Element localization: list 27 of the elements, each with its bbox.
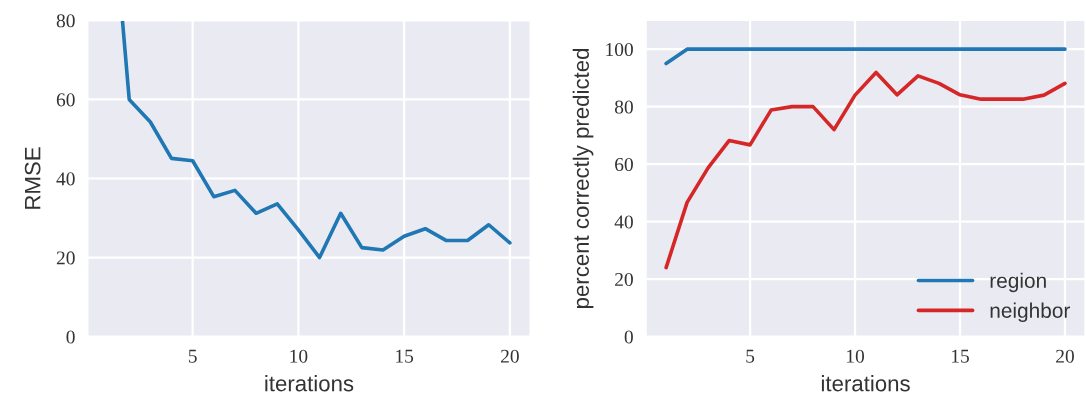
x-tick-label: 15 [396, 349, 414, 363]
y-axis-title: percent correctly predicted [572, 49, 594, 308]
y-tick-label: 20 [615, 272, 633, 287]
x-tick-label: 20 [501, 349, 519, 363]
y-tick-label: 20 [56, 251, 75, 265]
line-series [664, 70, 1067, 270]
x-tick-label: 5 [746, 349, 755, 363]
y-tick-label: 0 [624, 330, 633, 344]
x-axis-title: iterations [821, 375, 910, 392]
y-tick-label: 80 [614, 100, 633, 114]
x-tick-label: 15 [952, 349, 969, 363]
x-axis-title: iterations [265, 375, 354, 392]
x-tick-label: 5 [188, 349, 197, 363]
legend-label: neighbor [990, 302, 1070, 323]
line-series [120, 20, 512, 260]
y-tick-label: 0 [66, 330, 75, 344]
y-tick-label: 60 [56, 93, 75, 107]
y-tick-label: 100 [606, 42, 633, 57]
x-tick-label: 10 [847, 349, 865, 363]
y-tick-label: 40 [56, 172, 75, 186]
x-tick-label: 20 [1056, 349, 1074, 363]
x-tick-label: 10 [290, 349, 308, 363]
y-tick-label: 40 [614, 215, 633, 229]
y-tick-label: 80 [56, 14, 75, 28]
legend-label: region [990, 272, 1046, 293]
y-tick-label: 60 [615, 157, 633, 172]
y-axis-title: RMSE [24, 147, 41, 209]
